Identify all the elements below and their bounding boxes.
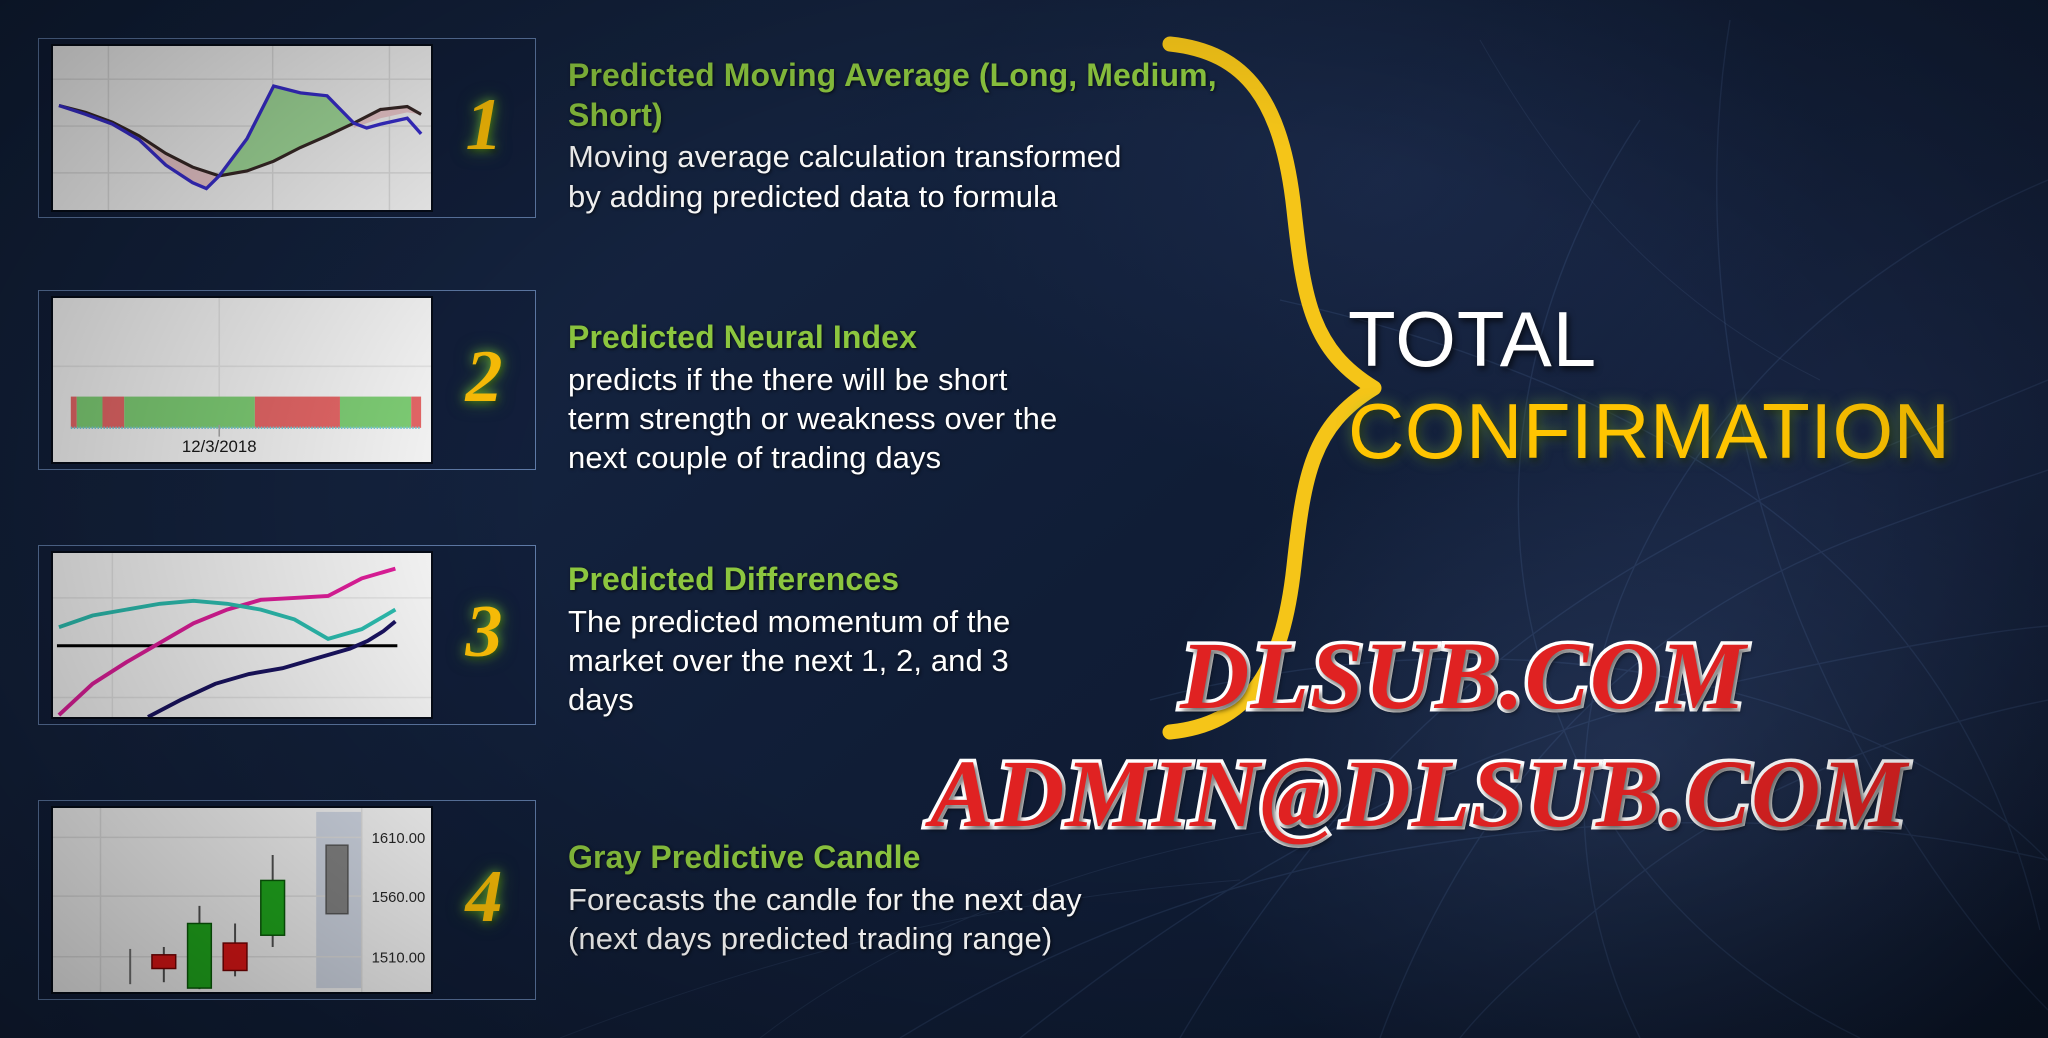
feature-text-2: Predicted Neural Index predicts if the t… <box>568 318 1268 478</box>
body-line: (next days predicted trading range) <box>568 921 1053 957</box>
heading-line: Predicted Neural Index <box>568 319 917 355</box>
bearish-fill-area-right <box>353 106 422 128</box>
candlestick-series <box>129 844 349 990</box>
feature-heading-1: Predicted Moving Average (Long, Medium, … <box>568 56 1268 135</box>
neural-index-bars <box>70 396 422 428</box>
bullish-fill-area <box>219 86 354 176</box>
watermark-site: DLSUB.COM <box>1176 619 1748 733</box>
diff-2-day-line <box>58 598 397 642</box>
feature-panel-2: 12/3/2018 2 <box>38 290 536 470</box>
feature-body-3: The predicted momentum of the market ove… <box>568 602 1268 720</box>
chart-plot-background <box>53 46 431 210</box>
watermark-email: ADMIN@DLSUB.COM <box>927 737 1911 851</box>
heading-line: Predicted Differences <box>568 561 900 597</box>
chart-plot-background <box>53 553 431 717</box>
standard-moving-average-line <box>58 104 422 178</box>
chart-predicted-differences <box>51 551 433 719</box>
predicted-moving-average-line <box>58 84 423 191</box>
body-line: Moving average calculation transformed <box>568 139 1122 175</box>
feature-panel-4: 1610.00 1560.00 1510.00 <box>38 800 536 1000</box>
price-axis-labels: 1610.00 1560.00 1510.00 <box>372 831 426 966</box>
body-line: by adding predicted data to formula <box>568 178 1058 214</box>
headline-total: TOTAL <box>1348 295 1598 383</box>
price-tick-1560: 1560.00 <box>372 890 426 906</box>
price-tick-1510: 1510.00 <box>372 951 426 967</box>
chart-predicted-neural-index: 12/3/2018 <box>51 296 433 464</box>
body-line: term strength or weakness over the <box>568 401 1058 437</box>
diff-3-day-line <box>147 619 397 717</box>
feature-panel-1: 1 <box>38 38 536 218</box>
feature-heading-4: Gray Predictive Candle <box>568 838 1268 878</box>
step-number-2: 2 <box>465 336 503 418</box>
chart-gray-predictive-candle: 1610.00 1560.00 1510.00 <box>51 806 433 994</box>
feature-body-2: predicts if the there will be short term… <box>568 360 1268 478</box>
headline-group: TOTAL CONFIRMATION <box>1348 300 2048 470</box>
body-line: market over the next 1, 2, and 3 <box>568 643 1009 679</box>
headline-confirmation: CONFIRMATION <box>1348 387 1951 475</box>
feature-panel-3: 3 <box>38 545 536 725</box>
moving-average-svg <box>53 46 431 210</box>
step-number-1: 1 <box>465 84 503 166</box>
chart-predicted-moving-average <box>51 44 433 212</box>
predicted-differences-svg <box>53 553 431 717</box>
feature-text-1: Predicted Moving Average (Long, Medium, … <box>568 56 1268 216</box>
step-number-4: 4 <box>465 856 503 938</box>
candlestick-svg: 1610.00 1560.00 1510.00 <box>53 808 431 992</box>
chart-plot-background <box>53 298 431 462</box>
body-line: The predicted momentum of the <box>568 603 1011 639</box>
feature-text-4: Gray Predictive Candle Forecasts the can… <box>568 838 1268 958</box>
bearish-fill-area <box>58 105 220 189</box>
feature-heading-3: Predicted Differences <box>568 560 1268 600</box>
step-number-3: 3 <box>465 591 503 673</box>
predicted-candle <box>325 844 349 915</box>
body-line: Forecasts the candle for the next day <box>568 881 1082 917</box>
chart-gridlines <box>53 553 431 717</box>
neural-index-svg: 12/3/2018 <box>53 298 431 462</box>
feature-text-3: Predicted Differences The predicted mome… <box>568 560 1268 720</box>
feature-heading-2: Predicted Neural Index <box>568 318 1268 358</box>
body-line: next couple of trading days <box>568 440 942 476</box>
heading-line: Predicted Moving Average (Long, <box>568 57 1078 93</box>
body-line: days <box>568 682 634 718</box>
date-axis-label: 12/3/2018 <box>182 437 257 456</box>
diff-1-day-line <box>57 566 396 717</box>
feature-body-1: Moving average calculation transformed b… <box>568 137 1268 216</box>
body-line: predicts if the there will be short <box>568 361 1008 397</box>
feature-body-4: Forecasts the candle for the next day (n… <box>568 880 1268 959</box>
price-tick-1610: 1610.00 <box>372 831 426 847</box>
heading-line: Gray Predictive Candle <box>568 839 921 875</box>
